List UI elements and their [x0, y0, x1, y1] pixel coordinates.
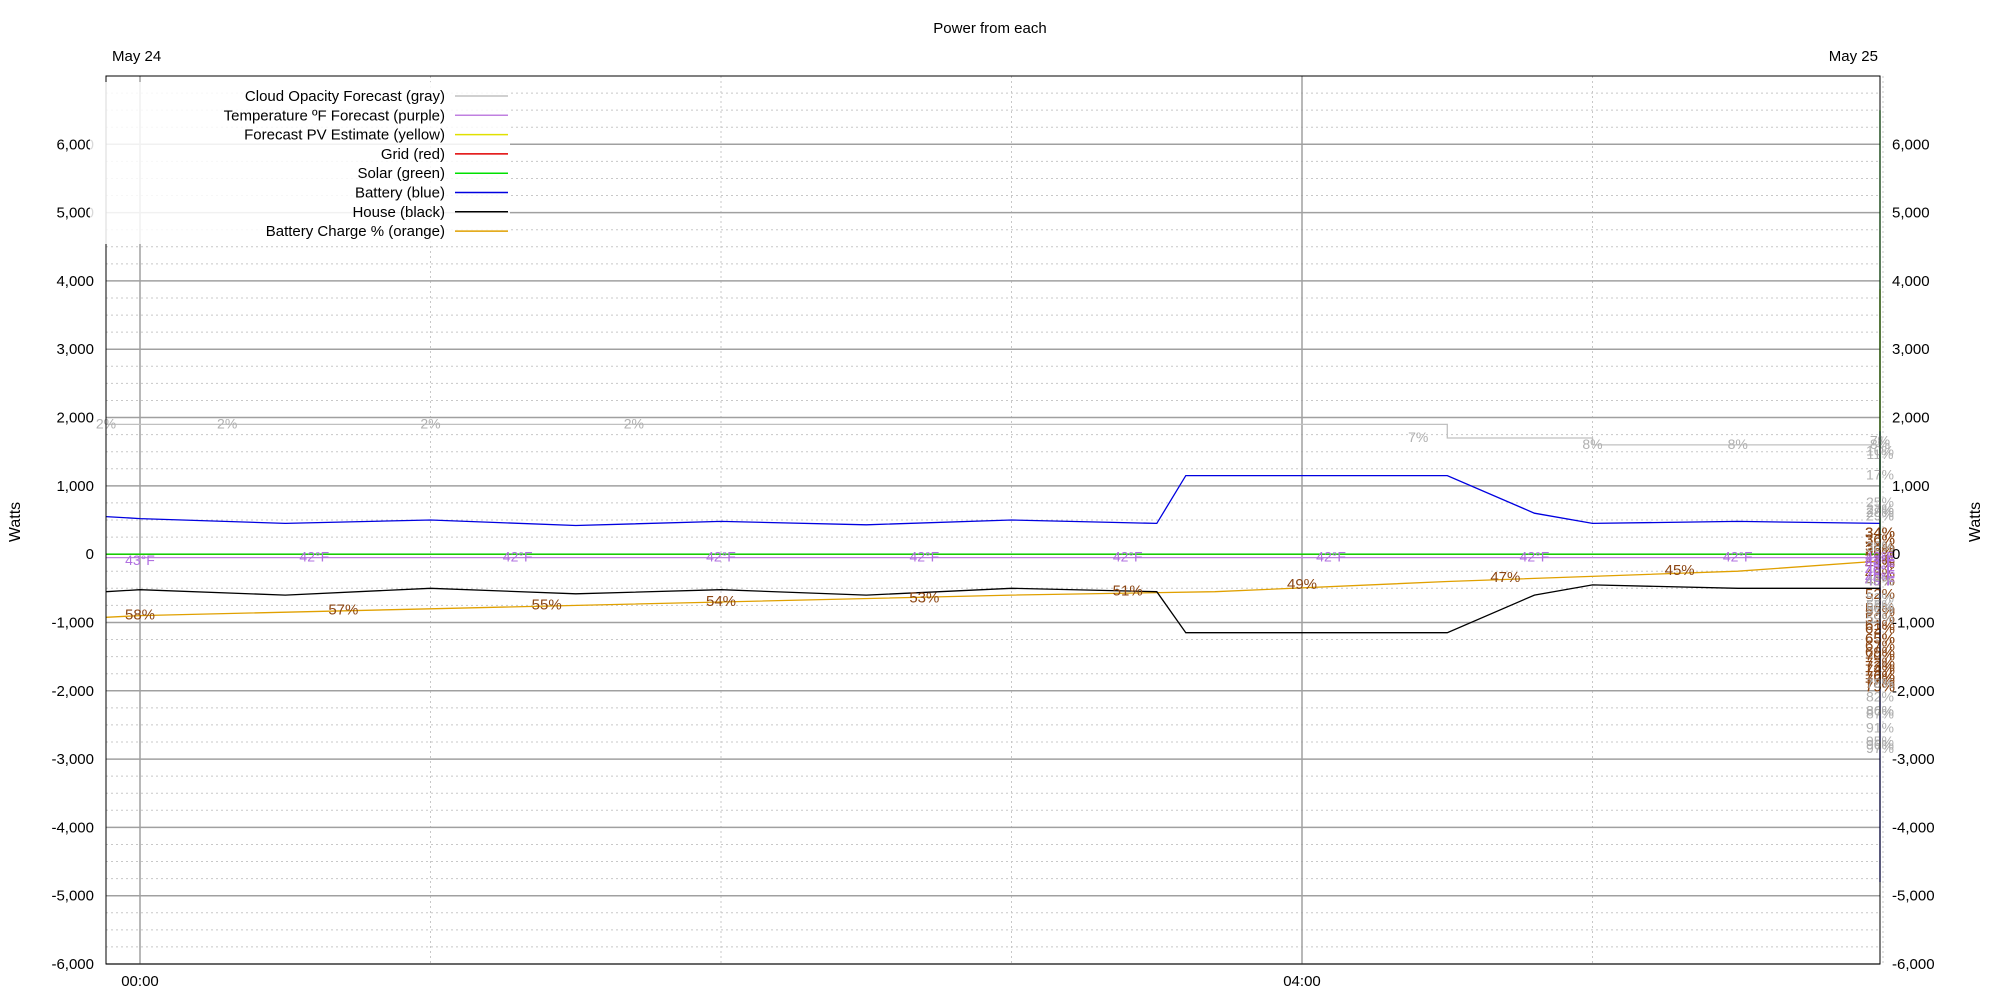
y-tick-label-left: 4,000 — [56, 273, 94, 290]
y-axis-label-right: Watts — [1967, 502, 1984, 542]
chart-title: Power from each — [933, 20, 1046, 37]
legend-label: Solar (green) — [357, 165, 445, 182]
data-label-temperature: 42°F — [1723, 549, 1753, 565]
data-label-cloud: 2% — [420, 415, 440, 431]
data-label-battery_charge: 58% — [125, 607, 155, 624]
data-label-cloud: 7% — [1408, 429, 1428, 445]
data-label-battery_charge: 54% — [706, 593, 736, 610]
y-tick-label-left: 5,000 — [56, 205, 94, 222]
legend-background — [90, 82, 510, 244]
legend-label: Grid (red) — [381, 146, 445, 163]
data-label-battery_charge: 57% — [328, 602, 358, 619]
y-tick-label-right: -3,000 — [1892, 751, 1935, 768]
y-tick-label-right: 1,000 — [1892, 478, 1930, 495]
data-label-cloud: 2% — [624, 415, 644, 431]
data-label-cloud: 8% — [1582, 436, 1602, 452]
legend-label: Battery (blue) — [355, 185, 445, 202]
y-tick-label-left: 0 — [86, 546, 94, 563]
legend-label: Forecast PV Estimate (yellow) — [244, 127, 445, 144]
data-label-temperature: 42°F — [706, 549, 736, 565]
y-tick-label-right: 4,000 — [1892, 273, 1930, 290]
y-tick-label-right: -4,000 — [1892, 819, 1935, 836]
axes: 6,000 6,000 5,000 5,000 4,000 4,000 3,000 3,000… — [51, 75, 1935, 990]
legend-label: Cloud Opacity Forecast (gray) — [245, 88, 445, 105]
data-label-temperature: 42°F — [299, 549, 329, 565]
y-tick-label-right: 3,000 — [1892, 341, 1930, 358]
y-tick-label-left: 2,000 — [56, 410, 94, 427]
x-tick-label: 00:00 — [121, 973, 159, 990]
data-label-temperature: 43°F — [125, 552, 155, 568]
y-tick-label-right: -1,000 — [1892, 614, 1935, 631]
series-line-pv_forecast — [106, 289, 1881, 555]
series-line-battery_charge — [105, 532, 1881, 690]
y-tick-label-right: 0 — [1892, 546, 1900, 563]
y-tick-label-right: -2,000 — [1892, 683, 1935, 700]
y-tick-label-left: -3,000 — [51, 751, 94, 768]
y-tick-label-left: 3,000 — [56, 341, 94, 358]
y-tick-label-right: -6,000 — [1892, 956, 1935, 973]
series-line-temperature — [106, 556, 1881, 582]
y-axis-label-left: Watts — [7, 502, 24, 542]
data-label-cloud: 2% — [217, 415, 237, 431]
y-tick-label-left: 6,000 — [56, 136, 94, 153]
data-label-battery_charge: 53% — [909, 590, 939, 607]
y-tick-label-right: 5,000 — [1892, 205, 1930, 222]
series-line-cloud — [106, 423, 1881, 749]
data-label-temperature: 42°F — [909, 549, 939, 565]
series-line-house — [105, 584, 1881, 684]
legend: Cloud Opacity Forecast (gray) Temperature… — [90, 82, 510, 244]
x-tick-label: 04:00 — [1283, 973, 1321, 990]
date-end-label: May 25 — [1829, 48, 1878, 65]
legend-label: Battery Charge % (orange) — [266, 223, 445, 240]
y-tick-label-left: 1,000 — [56, 478, 94, 495]
data-label-temperature: 42°F — [1316, 549, 1346, 565]
data-label-battery_charge: 45% — [1665, 562, 1695, 579]
y-tick-label-left: -5,000 — [51, 888, 94, 905]
plot-frame — [105, 75, 1881, 965]
y-tick-label-left: -6,000 — [51, 956, 94, 973]
data-label-temperature: 42°F — [503, 549, 533, 565]
data-label-battery_charge: 47% — [1490, 569, 1520, 586]
y-tick-label-left: -1,000 — [51, 614, 94, 631]
y-tick-label-left: -4,000 — [51, 819, 94, 836]
date-start-label: May 24 — [112, 48, 161, 65]
legend-label: House (black) — [352, 204, 445, 221]
y-tick-label-right: 6,000 — [1892, 136, 1930, 153]
data-label-battery_charge: 49% — [1287, 576, 1317, 593]
data-label-battery_charge: 55% — [532, 596, 562, 613]
data-label-battery_charge: 51% — [1113, 583, 1143, 600]
data-label-temperature: 42°F — [1520, 549, 1550, 565]
legend-label: Temperature ºF Forecast (purple) — [224, 107, 445, 124]
y-tick-label-right: -5,000 — [1892, 888, 1935, 905]
y-tick-label-left: -2,000 — [51, 683, 94, 700]
data-label-temperature: 42°F — [1113, 549, 1143, 565]
data-label-cloud: 8% — [1728, 436, 1748, 452]
y-tick-label-right: 2,000 — [1892, 410, 1930, 427]
